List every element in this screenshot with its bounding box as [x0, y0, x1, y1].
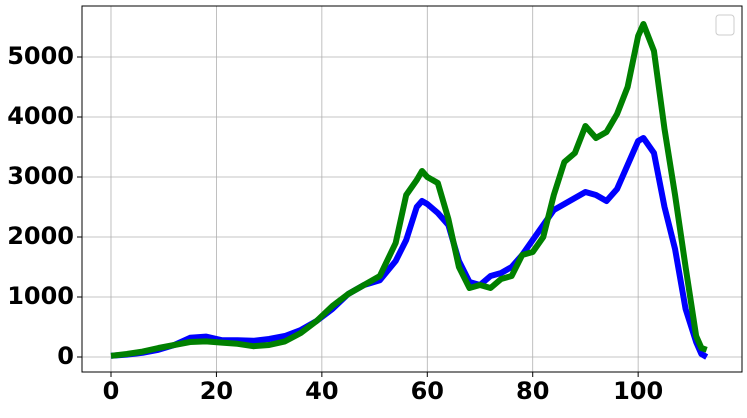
x-tick-label: 60 [411, 377, 444, 405]
plot-frame [81, 5, 743, 373]
x-tick-label: 100 [613, 377, 663, 405]
x-tick-label: 20 [200, 377, 233, 405]
series-line [110, 135, 709, 360]
x-tick-label: 40 [305, 377, 338, 405]
y-tick-label: 3000 [7, 162, 74, 190]
y-tick-label: 1000 [7, 282, 74, 310]
y-tick-label: 0 [57, 342, 74, 370]
x-tick-label: 80 [516, 377, 549, 405]
x-tick-label: 0 [103, 377, 120, 405]
y-tick-label: 2000 [7, 222, 74, 250]
y-tick-label: 4000 [7, 102, 74, 130]
y-tick-label: 5000 [7, 42, 74, 70]
series-line [110, 21, 708, 359]
legend-box [715, 14, 735, 36]
